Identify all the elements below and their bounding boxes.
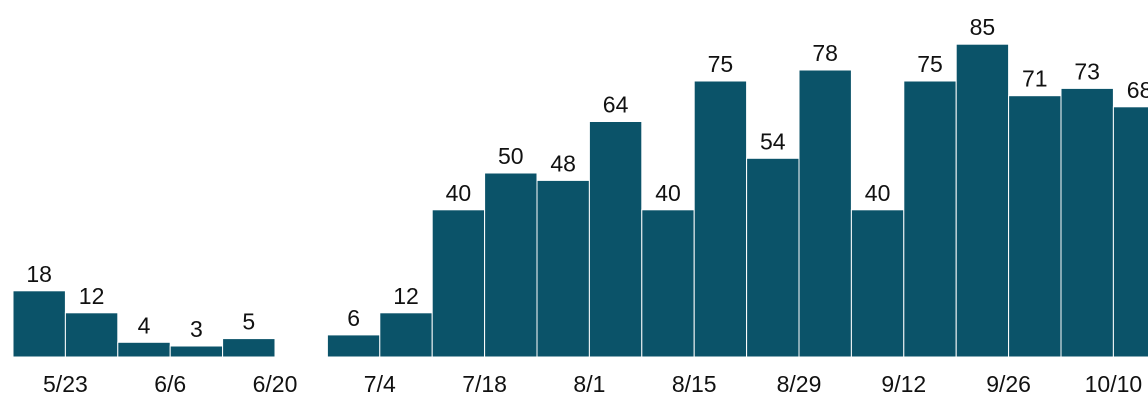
bar-5-23 <box>12 290 66 358</box>
bar-6-13 <box>169 345 224 358</box>
bar-8-15 <box>641 209 695 358</box>
bar-value-label: 64 <box>603 92 629 118</box>
bar-9-26 <box>955 43 1010 358</box>
bar-value-label: 73 <box>1074 58 1100 84</box>
x-tick-label: 10/10 <box>1085 371 1143 394</box>
bar-value-label: 18 <box>26 261 52 287</box>
bar-value-label: 4 <box>138 312 151 338</box>
bar-7-25 <box>484 172 538 358</box>
bar-8-1 <box>536 179 590 358</box>
bar-value-label: 12 <box>393 283 419 309</box>
bar-value-label: 54 <box>760 128 786 154</box>
bar-7-18 <box>431 209 486 358</box>
bar-value-label: 78 <box>812 40 838 66</box>
x-tick-label: 7/18 <box>462 371 507 394</box>
bar-10-17 <box>1112 106 1148 358</box>
bar-value-label: 48 <box>550 150 576 176</box>
bar-value-label: 5 <box>242 309 255 335</box>
bar-7-11 <box>379 312 433 358</box>
bar-10-10 <box>1060 87 1114 358</box>
bar-labels-layer: 18 12 4 3 5 6 12 40 50 48 64 40 75 54 78 40 75 85 71 73 68 <box>26 14 1148 342</box>
bars-layer <box>12 43 1148 358</box>
x-axis-ticks: 5/23 6/6 6/20 7/4 7/18 8/1 8/15 8/29 9/12 9/26 10/… <box>43 371 1142 394</box>
bar-9-12 <box>850 209 905 358</box>
x-tick-label: 7/4 <box>364 371 396 394</box>
bar-9-19 <box>903 80 957 358</box>
bar-8-29 <box>746 157 800 358</box>
bar-6-20 <box>222 338 276 358</box>
x-tick-label: 8/1 <box>573 371 605 394</box>
bar-value-label: 12 <box>79 283 105 309</box>
bar-value-label: 75 <box>917 51 943 77</box>
bar-value-label: 6 <box>347 305 360 331</box>
bar-value-label: 40 <box>655 180 681 206</box>
x-tick-label: 8/15 <box>672 371 717 394</box>
bar-8-8 <box>588 121 643 358</box>
bar-value-label: 40 <box>446 180 472 206</box>
bar-value-label: 68 <box>1127 77 1148 103</box>
bar-value-label: 3 <box>190 316 203 342</box>
bar-7-4 <box>326 334 381 358</box>
x-tick-label: 5/23 <box>43 371 88 394</box>
bar-value-label: 71 <box>1022 66 1048 92</box>
bar-value-label: 75 <box>708 51 734 77</box>
bar-value-label: 85 <box>970 14 996 40</box>
bar-value-label: 50 <box>498 143 524 169</box>
bar-5-30 <box>64 312 119 358</box>
bar-value-label: 40 <box>865 180 891 206</box>
bar-6-6 <box>117 341 171 358</box>
x-tick-label: 9/26 <box>986 371 1031 394</box>
x-tick-label: 6/6 <box>154 371 186 394</box>
x-tick-label: 8/29 <box>777 371 822 394</box>
bar-9-5 <box>798 69 852 358</box>
x-tick-label: 9/12 <box>881 371 926 394</box>
bar-10-3 <box>1008 95 1062 358</box>
bar-8-22 <box>693 80 748 358</box>
x-tick-label: 6/20 <box>253 371 298 394</box>
